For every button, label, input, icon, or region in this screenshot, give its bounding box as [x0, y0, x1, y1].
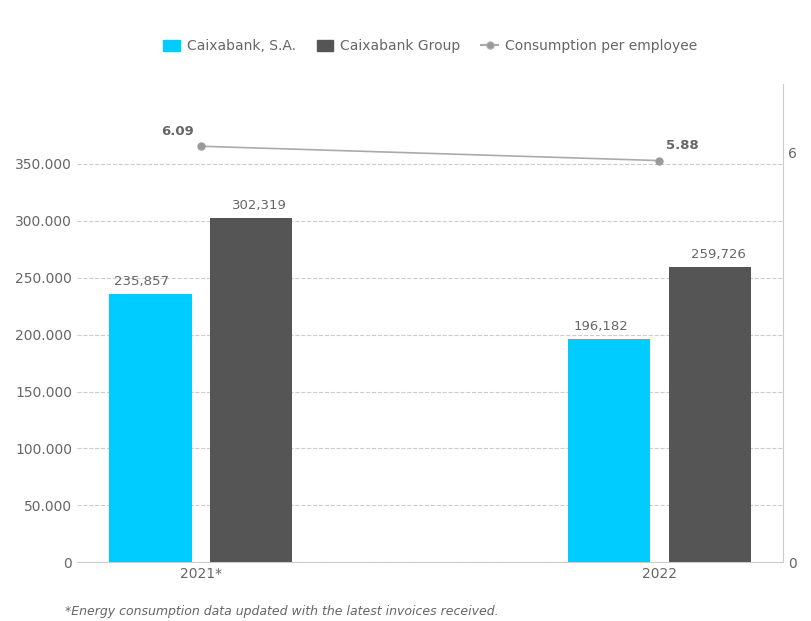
Text: *Energy consumption data updated with the latest invoices received.: *Energy consumption data updated with th…: [65, 605, 498, 618]
Bar: [567, 339, 650, 562]
Text: 6.09: 6.09: [161, 125, 194, 138]
Bar: [109, 294, 191, 562]
Bar: [209, 218, 292, 562]
Bar: [667, 266, 750, 562]
Text: 259,726: 259,726: [690, 248, 744, 261]
Text: 235,857: 235,857: [114, 275, 169, 288]
Text: 302,319: 302,319: [232, 199, 286, 212]
Text: 5.88: 5.88: [665, 139, 697, 152]
Legend: Caixabank, S.A., Caixabank Group, Consumption per employee: Caixabank, S.A., Caixabank Group, Consum…: [157, 34, 702, 59]
Text: 196,182: 196,182: [573, 320, 627, 333]
